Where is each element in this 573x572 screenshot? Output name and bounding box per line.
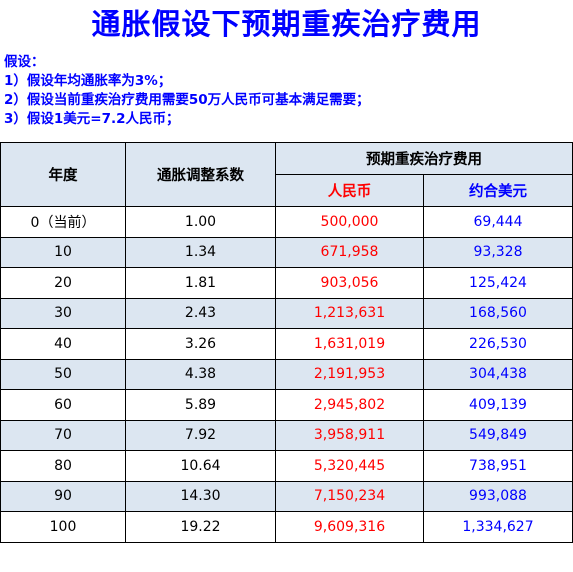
header-year: 年度	[0, 142, 126, 207]
cell-year: 20	[0, 267, 126, 299]
header-expected-cost: 预期重疾治疗费用	[275, 142, 573, 175]
cell-rmb: 2,191,953	[275, 358, 424, 390]
cell-coef: 1.34	[125, 236, 276, 268]
cell-coef: 1.00	[125, 206, 276, 238]
table-row: 40 3.26 1,631,019 226,530	[0, 328, 573, 360]
cell-rmb: 1,213,631	[275, 297, 424, 329]
assumption-item: 3）假设1美元=7.2人民币；	[4, 111, 180, 127]
cell-rmb: 903,056	[275, 267, 424, 299]
cell-rmb: 2,945,802	[275, 389, 424, 421]
cell-rmb: 500,000	[275, 206, 424, 238]
cell-year: 90	[0, 480, 126, 512]
cell-usd: 304,438	[423, 358, 573, 390]
cell-year: 100	[0, 511, 126, 543]
cell-usd: 993,088	[423, 480, 573, 512]
cell-year: 40	[0, 328, 126, 360]
table-body: 0（当前） 1.00 500,000 69,444 10 1.34 671,958 93,32…	[0, 206, 573, 543]
table-row: 50 4.38 2,191,953 304,438	[0, 358, 573, 390]
table-row: 20 1.81 903,056 125,424	[0, 267, 573, 299]
table-row: 60 5.89 2,945,802 409,139	[0, 389, 573, 421]
cell-rmb: 671,958	[275, 236, 424, 268]
cell-year: 60	[0, 389, 126, 421]
cell-usd: 226,530	[423, 328, 573, 360]
assumption-item: 1）假设年均通胀率为3%；	[4, 73, 172, 89]
cell-year: 0（当前）	[0, 206, 126, 238]
header-rmb: 人民币	[275, 174, 424, 207]
table-row: 80 10.64 5,320,445 738,951	[0, 450, 573, 482]
page-title: 通胀假设下预期重疾治疗费用	[91, 7, 482, 41]
cost-table: 年度 通胀调整系数 预期重疾治疗费用 人民币 约合美元 0（当前） 1.00 500…	[0, 142, 573, 543]
cell-rmb: 5,320,445	[275, 450, 424, 482]
cell-coef: 7.92	[125, 419, 276, 451]
cell-year: 50	[0, 358, 126, 390]
assumptions-heading: 假设：	[4, 54, 45, 70]
cell-year: 70	[0, 419, 126, 451]
cell-coef: 3.26	[125, 328, 276, 360]
cell-coef: 5.89	[125, 389, 276, 421]
table-row: 70 7.92 3,958,911 549,849	[0, 419, 573, 451]
table-row: 90 14.30 7,150,234 993,088	[0, 480, 573, 512]
cell-usd: 93,328	[423, 236, 573, 268]
cell-coef: 19.22	[125, 511, 276, 543]
cell-usd: 549,849	[423, 419, 573, 451]
table-row: 0（当前） 1.00 500,000 69,444	[0, 206, 573, 238]
cell-usd: 1,334,627	[423, 511, 573, 543]
cell-usd: 409,139	[423, 389, 573, 421]
cell-year: 10	[0, 236, 126, 268]
cell-rmb: 3,958,911	[275, 419, 424, 451]
cell-coef: 10.64	[125, 450, 276, 482]
cell-usd: 168,560	[423, 297, 573, 329]
table-row: 10 1.34 671,958 93,328	[0, 236, 573, 268]
cell-coef: 2.43	[125, 297, 276, 329]
cell-year: 30	[0, 297, 126, 329]
assumption-item: 2）假设当前重疾治疗费用需要50万人民币可基本满足需要；	[4, 92, 370, 108]
table-row: 100 19.22 9,609,316 1,334,627	[0, 511, 573, 543]
cell-usd: 69,444	[423, 206, 573, 238]
cell-rmb: 9,609,316	[275, 511, 424, 543]
cell-usd: 125,424	[423, 267, 573, 299]
cell-coef: 4.38	[125, 358, 276, 390]
cell-rmb: 7,150,234	[275, 480, 424, 512]
cell-coef: 1.81	[125, 267, 276, 299]
assumptions-block: 假设： 1）假设年均通胀率为3%； 2）假设当前重疾治疗费用需要50万人民币可基…	[0, 53, 573, 129]
cell-coef: 14.30	[125, 480, 276, 512]
table-row: 30 2.43 1,213,631 168,560	[0, 297, 573, 329]
header-usd: 约合美元	[423, 174, 573, 207]
cell-usd: 738,951	[423, 450, 573, 482]
cell-year: 80	[0, 450, 126, 482]
header-coef: 通胀调整系数	[125, 142, 276, 207]
cell-rmb: 1,631,019	[275, 328, 424, 360]
